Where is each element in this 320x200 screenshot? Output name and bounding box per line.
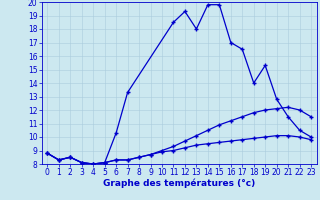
X-axis label: Graphe des températures (°c): Graphe des températures (°c) [103, 179, 255, 188]
